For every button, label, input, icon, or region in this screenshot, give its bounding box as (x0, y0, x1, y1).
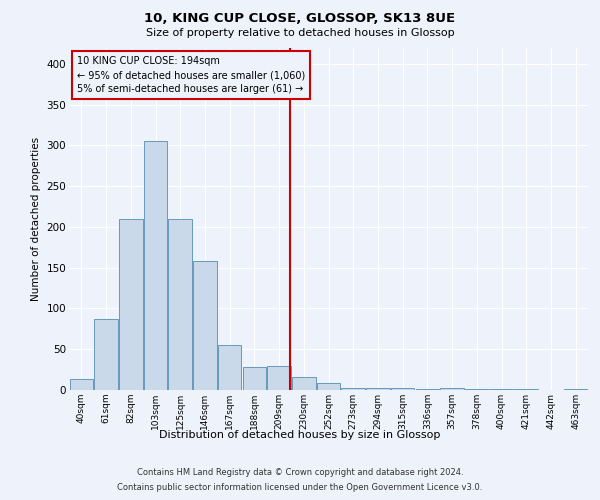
Bar (144, 142, 167, 390)
Text: Size of property relative to detached houses in Glossop: Size of property relative to detached ho… (146, 28, 454, 38)
Bar (366, 388, 389, 390)
Bar (341, 388, 365, 390)
Bar (490, 389, 513, 390)
Bar (317, 384, 340, 390)
Bar (193, 261, 217, 390)
Bar (391, 388, 415, 390)
Bar (440, 388, 464, 390)
Bar (70, 380, 93, 390)
Bar (416, 389, 439, 390)
Bar (242, 367, 266, 390)
Bar (465, 389, 488, 390)
Bar (119, 219, 143, 390)
Bar (292, 377, 316, 390)
Bar (514, 389, 538, 390)
Y-axis label: Number of detached properties: Number of detached properties (31, 136, 41, 301)
Text: 10, KING CUP CLOSE, GLOSSOP, SK13 8UE: 10, KING CUP CLOSE, GLOSSOP, SK13 8UE (145, 12, 455, 26)
Bar (564, 389, 587, 390)
Text: Contains HM Land Registry data © Crown copyright and database right 2024.: Contains HM Land Registry data © Crown c… (137, 468, 463, 477)
Text: Distribution of detached houses by size in Glossop: Distribution of detached houses by size … (160, 430, 440, 440)
Bar (169, 219, 192, 390)
Bar (94, 319, 118, 390)
Text: 10 KING CUP CLOSE: 194sqm
← 95% of detached houses are smaller (1,060)
5% of sem: 10 KING CUP CLOSE: 194sqm ← 95% of detac… (77, 56, 305, 94)
Bar (218, 345, 241, 390)
Bar (268, 366, 291, 390)
Text: Contains public sector information licensed under the Open Government Licence v3: Contains public sector information licen… (118, 483, 482, 492)
